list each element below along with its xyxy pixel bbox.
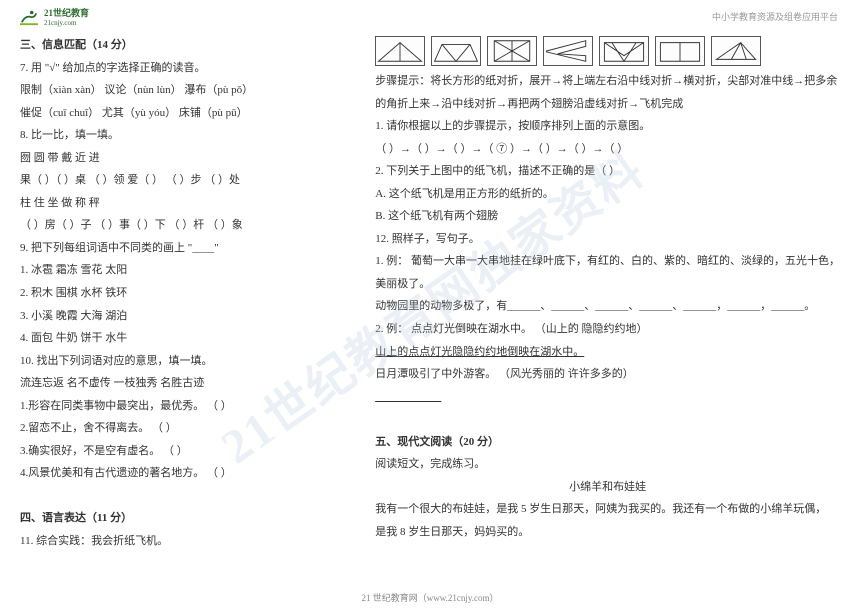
q12: 12. 照样子，写句子。 bbox=[375, 228, 840, 251]
q12-1a: 1. 例： 葡萄一大串一大串地挂在绿叶底下，有红的、白的、紫的、暗红的、淡绿的，… bbox=[375, 250, 840, 273]
q7-line2: 催促（cuī chuī） 尤其（yù yóu） 床铺（pù pū） bbox=[20, 102, 345, 125]
blank-spacer bbox=[20, 485, 345, 508]
diagram-envelope-fold bbox=[375, 36, 425, 66]
q12-2a: 2. 例： 点点灯光倒映在湖水中。 （山上的 隐隐约约地） bbox=[375, 318, 840, 341]
page-columns: 三、信息匹配（14 分） 7. 用 "√" 给加点的字选择正确的读音。 限制（x… bbox=[20, 34, 840, 586]
q8-line3: 柱 住 坐 做 称 秤 bbox=[20, 192, 345, 215]
q12-1c: 动物园里的动物多极了，有______、______、______、______、… bbox=[375, 295, 840, 318]
r1: 1. 请你根据以上的步骤提示，按顺序排列上面的示意图。 bbox=[375, 115, 840, 138]
left-column: 三、信息匹配（14 分） 7. 用 "√" 给加点的字选择正确的读音。 限制（x… bbox=[20, 34, 345, 586]
q12-2c: 日月潭吸引了中外游客。 （风光秀丽的 许许多多的） bbox=[375, 363, 840, 386]
r2: 2. 下列关于上图中的纸飞机，描述不正确的是（ ） bbox=[375, 160, 840, 183]
read2: 我有一个很大的布娃娃，是我 5 岁生日那天，阿姨为我买的。我还有一个布做的小绵羊… bbox=[375, 498, 840, 521]
diagram-square-diag bbox=[487, 36, 537, 66]
r1b: （ ）→（ ）→（ ）→（ ⑦ ）→（ ）→（ ）→（ ） bbox=[375, 138, 840, 161]
section-4-title: 四、语言表达（11 分） bbox=[20, 507, 345, 530]
brand-name: 21世纪教育 bbox=[44, 8, 89, 18]
runner-icon bbox=[18, 8, 40, 26]
q10-line2: 2.留恋不止，舍不得离去。 （ ） bbox=[20, 417, 345, 440]
header-right-text: 中小学教育资源及组卷应用平台 bbox=[712, 10, 838, 23]
q9-line2: 2. 积木 围棋 水杯 铁环 bbox=[20, 282, 345, 305]
diagram-pocket-fold bbox=[599, 36, 649, 66]
section-5-title: 五、现代文阅读（20 分） bbox=[375, 431, 840, 454]
q11: 11. 综合实践：我会折纸飞机。 bbox=[20, 530, 345, 553]
q12-1b: 美丽极了。 bbox=[375, 273, 840, 296]
right-column: 步骤提示：将长方形的纸对折，展开→将上端左右沿中线对折→横对折，尖部对准中线→把… bbox=[375, 34, 840, 586]
diagram-plane-side bbox=[543, 36, 593, 66]
q12-2d: ____________ bbox=[375, 386, 840, 409]
diagram-half-fold bbox=[655, 36, 705, 66]
origami-diagrams bbox=[375, 36, 840, 66]
q9: 9. 把下列每组词语中不同类的画上 "____" bbox=[20, 237, 345, 260]
q7: 7. 用 "√" 给加点的字选择正确的读音。 bbox=[20, 57, 345, 80]
q9-line4: 4. 面包 牛奶 饼干 水牛 bbox=[20, 327, 345, 350]
read1: 阅读短文，完成练习。 bbox=[375, 453, 840, 476]
q8-line2: 果（ ）（ ）桌 （ ）领 爱（ ） （ ）步 （ ）处 bbox=[20, 169, 345, 192]
steps-line2: 的角折上来→沿中线对折→再把两个翅膀沿虚线对折→飞机完成 bbox=[375, 93, 840, 116]
diagram-valley-fold bbox=[431, 36, 481, 66]
q10: 10. 找出下列词语对应的意思，填一填。 bbox=[20, 350, 345, 373]
brand-logo: 21世纪教育 21cnjy.com bbox=[18, 6, 89, 27]
r2a: A. 这个纸飞机是用正方形的纸折的。 bbox=[375, 183, 840, 206]
q9-line1: 1. 冰雹 霜冻 雪花 太阳 bbox=[20, 259, 345, 282]
brand-url: 21cnjy.com bbox=[44, 19, 89, 27]
q10-line0: 流连忘返 名不虚传 一枝独秀 名胜古迹 bbox=[20, 372, 345, 395]
q10-line1: 1.形容在同类事物中最突出，最优秀。 （ ） bbox=[20, 395, 345, 418]
steps-line1: 步骤提示：将长方形的纸对折，展开→将上端左右沿中线对折→横对折，尖部对准中线→把… bbox=[375, 70, 840, 93]
q8-line4: （ ）房（ ）子 （ ）事（ ）下 （ ）杆 （ ）象 bbox=[20, 214, 345, 237]
q7-line1: 限制（xiàn xàn） 议论（nùn lùn） 瀑布（pù pǒ） bbox=[20, 79, 345, 102]
section-3-title: 三、信息匹配（14 分） bbox=[20, 34, 345, 57]
q10-line4: 4.风景优美和有古代遗迹的著名地方。 （ ） bbox=[20, 462, 345, 485]
read3: 是我 8 岁生日那天，妈妈买的。 bbox=[375, 521, 840, 544]
footer-text: 21 世纪教育网（www.21cnjy.com） bbox=[0, 591, 860, 604]
r2b: B. 这个纸飞机有两个翅膀 bbox=[375, 205, 840, 228]
q8: 8. 比一比，填一填。 bbox=[20, 124, 345, 147]
read-title: 小绵羊和布娃娃 bbox=[375, 476, 840, 499]
blank-spacer-2 bbox=[375, 408, 840, 431]
q10-line3: 3.确实很好，不是空有虚名。 （ ） bbox=[20, 440, 345, 463]
q9-line3: 3. 小溪 晚霞 大海 湖泊 bbox=[20, 305, 345, 328]
q8-line1: 囫 圆 带 戴 近 进 bbox=[20, 147, 345, 170]
q12-2b: 山上的点点灯光隐隐约约地倒映在湖水中。 bbox=[375, 341, 840, 364]
diagram-wing-fold bbox=[711, 36, 761, 66]
